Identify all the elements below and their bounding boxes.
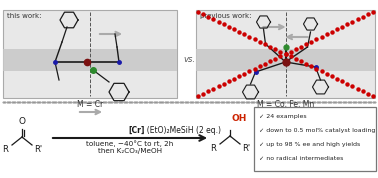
Text: M = Cr: M = Cr [77,100,103,109]
Text: OH: OH [232,114,247,123]
Text: ✓ 24 examples: ✓ 24 examples [259,114,307,119]
Text: R: R [2,145,8,154]
Text: R': R' [242,144,250,153]
Text: R': R' [34,145,42,154]
Text: M = Co, Fe, Mn: M = Co, Fe, Mn [257,100,314,109]
Text: this work:: this work: [7,13,42,19]
Bar [196,10,375,98]
Text: toluene, −40°C to rt, 2h: toluene, −40°C to rt, 2h [87,140,174,147]
Text: O: O [19,117,25,126]
Text: , (EtO)₂MeSiH (2 eq.): , (EtO)₂MeSiH (2 eq.) [142,126,221,135]
Text: previous work:: previous work: [200,13,251,19]
Text: ✓ up to 98 % ee and high yields: ✓ up to 98 % ee and high yields [259,142,360,147]
Text: R: R [210,144,216,153]
Text: then K₂CO₃/MeOH: then K₂CO₃/MeOH [98,148,162,154]
Bar [3,10,177,98]
Bar [196,49,375,71]
Text: [Cr]: [Cr] [128,126,144,135]
Text: ✓ no radical intermediates: ✓ no radical intermediates [259,156,343,161]
Text: vs.: vs. [183,54,195,64]
Text: ✓ down to 0.5 mol% catalyst loading: ✓ down to 0.5 mol% catalyst loading [259,128,375,133]
FancyBboxPatch shape [254,107,376,171]
Bar [3,49,177,71]
